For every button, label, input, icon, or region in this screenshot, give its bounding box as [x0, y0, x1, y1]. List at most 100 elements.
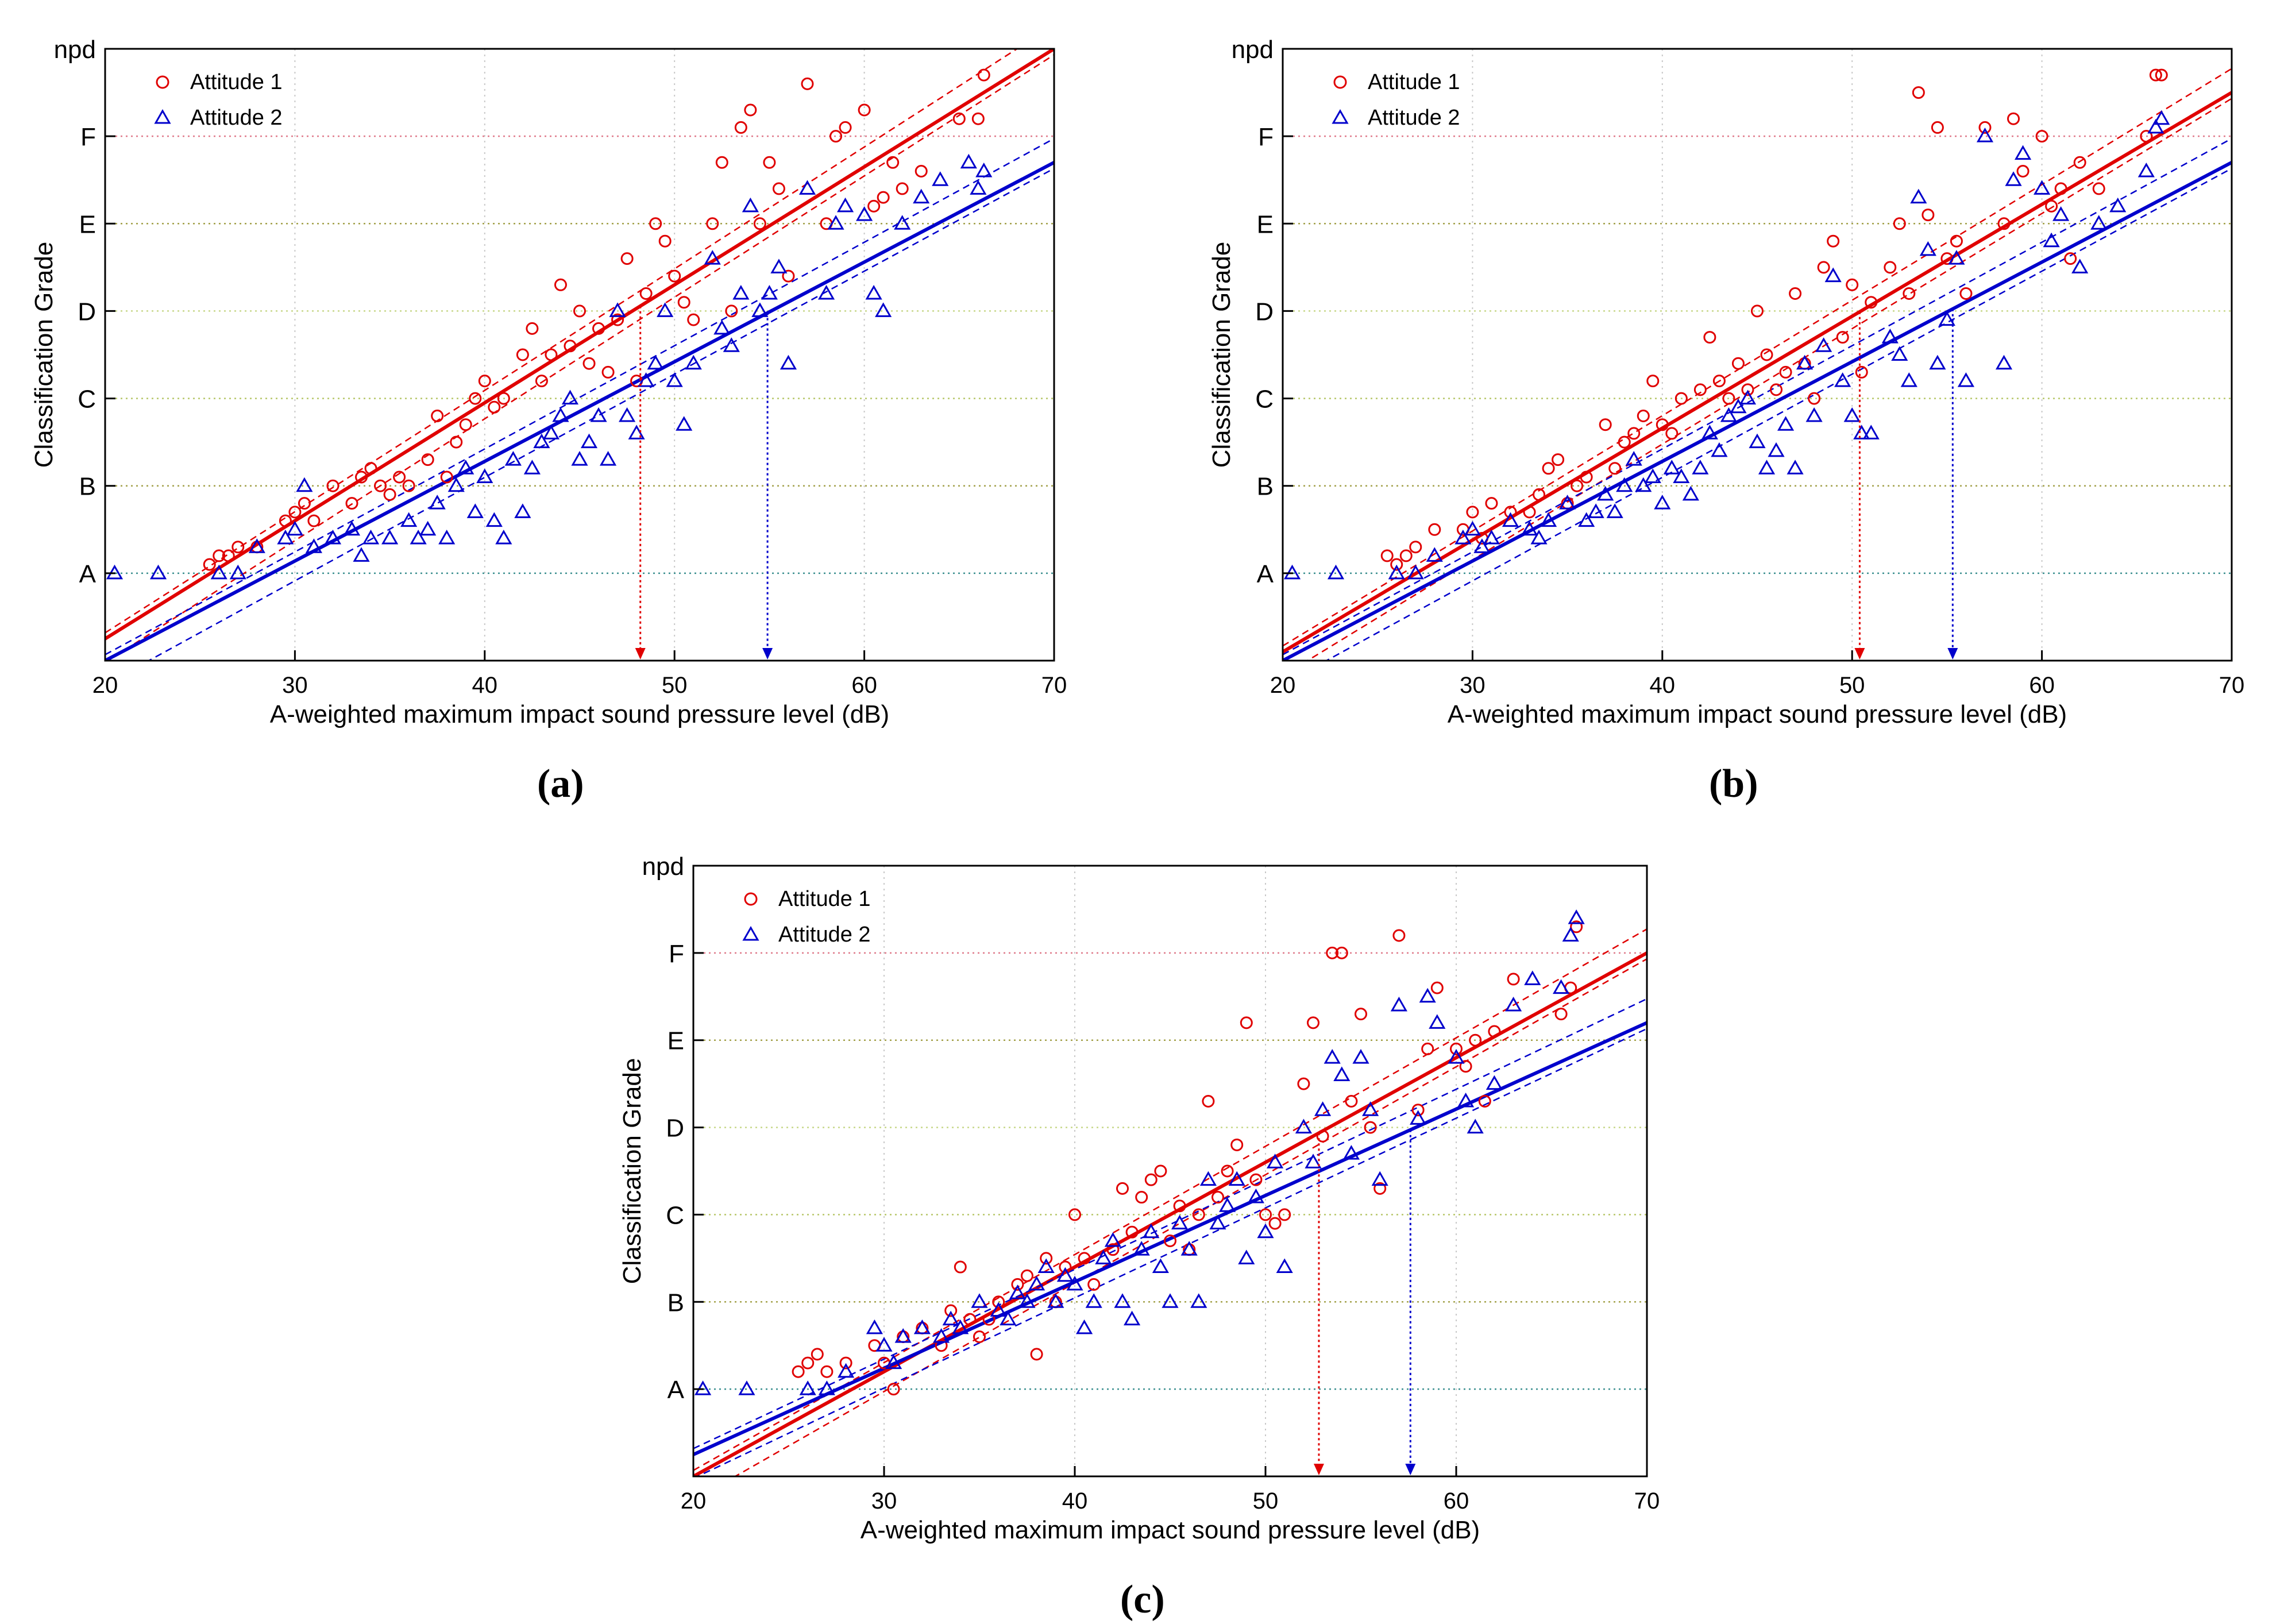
- data-point-triangle: [1606, 503, 1623, 518]
- data-point-triangle: [799, 1380, 816, 1395]
- plot-frame: [1282, 48, 2233, 662]
- data-point-circle: [1202, 1095, 1215, 1108]
- confidence-band-lower: [147, 168, 1054, 661]
- data-point-circle: [203, 558, 216, 571]
- data-point-circle: [2016, 165, 2030, 178]
- data-point-circle: [677, 296, 690, 309]
- data-point-circle: [1040, 1252, 1053, 1265]
- data-point-circle: [977, 68, 990, 82]
- data-point-triangle: [1124, 1310, 1141, 1326]
- data-point-triangle: [1616, 477, 1633, 492]
- x-axis-title: A-weighted maximum impact sound pressure…: [1448, 700, 2067, 728]
- data-point-circle: [811, 1348, 824, 1361]
- data-point-circle: [421, 453, 434, 466]
- data-point-triangle: [704, 250, 721, 265]
- data-point-triangle: [1948, 250, 1965, 265]
- data-point-circle: [801, 77, 814, 90]
- x-tick-label: 40: [1650, 673, 1676, 698]
- data-point-triangle: [666, 372, 683, 387]
- y-tick-label: F: [669, 940, 684, 968]
- data-point-triangle: [694, 1380, 712, 1395]
- data-point-triangle: [1407, 564, 1424, 580]
- data-point-triangle: [875, 1337, 893, 1352]
- data-point-triangle: [817, 284, 835, 300]
- data-point-triangle: [1426, 547, 1443, 562]
- data-point-circle: [792, 1365, 805, 1378]
- data-point-circle: [1978, 121, 1992, 134]
- data-point-triangle: [1957, 372, 1975, 387]
- data-point-circle: [915, 165, 928, 178]
- plot-frame: [692, 865, 1648, 1478]
- data-point-triangle: [1768, 442, 1785, 457]
- legend-label: Attitude 1: [778, 887, 871, 911]
- data-point-triangle: [1457, 1092, 1475, 1108]
- y-tick-label: E: [668, 1027, 684, 1055]
- data-point-circle: [725, 304, 738, 318]
- data-point-triangle: [1247, 1189, 1264, 1203]
- data-point-triangle: [1104, 1232, 1121, 1247]
- data-point-circle: [573, 304, 586, 318]
- data-point-circle: [1488, 1025, 1501, 1038]
- data-point-circle: [2007, 112, 2020, 125]
- data-point-circle: [2092, 182, 2105, 195]
- y-tick-label: npd: [54, 36, 96, 64]
- data-point-circle: [715, 156, 728, 169]
- confidence-band-upper: [693, 998, 1647, 1449]
- data-point-circle: [1409, 541, 1422, 554]
- data-point-triangle: [1429, 1014, 1446, 1029]
- data-point-circle: [820, 1365, 834, 1378]
- data-point-circle: [763, 156, 776, 169]
- data-point-triangle: [1483, 529, 1500, 545]
- data-point-triangle: [1692, 460, 1709, 475]
- data-point-triangle: [1720, 407, 1738, 422]
- data-point-triangle: [1976, 128, 1994, 142]
- data-point-triangle: [1295, 1118, 1312, 1134]
- y-tick-label: D: [666, 1114, 684, 1143]
- data-point-triangle: [1076, 1319, 1093, 1334]
- data-point-triangle: [1578, 512, 1595, 527]
- data-point-circle: [469, 392, 482, 405]
- data-point-circle: [1392, 929, 1406, 942]
- x-tick-label: 20: [92, 673, 118, 698]
- data-point-triangle: [1133, 1241, 1150, 1256]
- data-point-circle: [535, 375, 548, 388]
- legend-label: Attitude 2: [778, 923, 871, 947]
- data-point-triangle: [286, 520, 303, 536]
- data-point-triangle: [485, 512, 503, 527]
- data-point-triangle: [798, 180, 816, 195]
- data-point-circle: [1326, 946, 1339, 959]
- data-point-triangle: [1834, 372, 1851, 387]
- data-point-triangle: [1597, 485, 1614, 501]
- data-point-circle: [1345, 1095, 1358, 1108]
- data-point-circle: [1154, 1164, 1167, 1178]
- data-point-circle: [772, 182, 785, 195]
- y-tick-label: E: [79, 210, 96, 238]
- data-point-circle: [1116, 1182, 1129, 1195]
- data-point-triangle: [1730, 398, 1747, 414]
- x-tick-label: 60: [851, 673, 877, 698]
- data-point-triangle: [1711, 442, 1728, 457]
- data-point-triangle: [1199, 1171, 1217, 1186]
- data-point-triangle: [1900, 372, 1917, 387]
- data-point-circle: [982, 1313, 996, 1326]
- data-point-triangle: [277, 529, 294, 545]
- data-point-circle: [1827, 234, 1840, 248]
- y-tick-label: C: [1255, 385, 1274, 414]
- confidence-band-upper: [105, 138, 1054, 655]
- data-point-circle: [2045, 199, 2058, 213]
- fit-line: [1283, 91, 2232, 654]
- y-tick-label: A: [668, 1376, 685, 1404]
- data-point-circle: [1846, 278, 1859, 291]
- data-point-circle: [1533, 488, 1546, 501]
- data-point-triangle: [590, 407, 607, 422]
- data-point-triangle: [1371, 1171, 1388, 1186]
- data-point-triangle: [865, 284, 882, 300]
- data-point-triangle: [1502, 512, 1519, 527]
- data-point-triangle: [362, 529, 380, 545]
- data-point-triangle: [942, 1310, 959, 1326]
- data-point-circle: [1789, 287, 1802, 300]
- data-point-circle: [973, 1330, 986, 1344]
- data-point-circle: [1570, 920, 1583, 933]
- data-point-triangle: [1352, 1049, 1369, 1064]
